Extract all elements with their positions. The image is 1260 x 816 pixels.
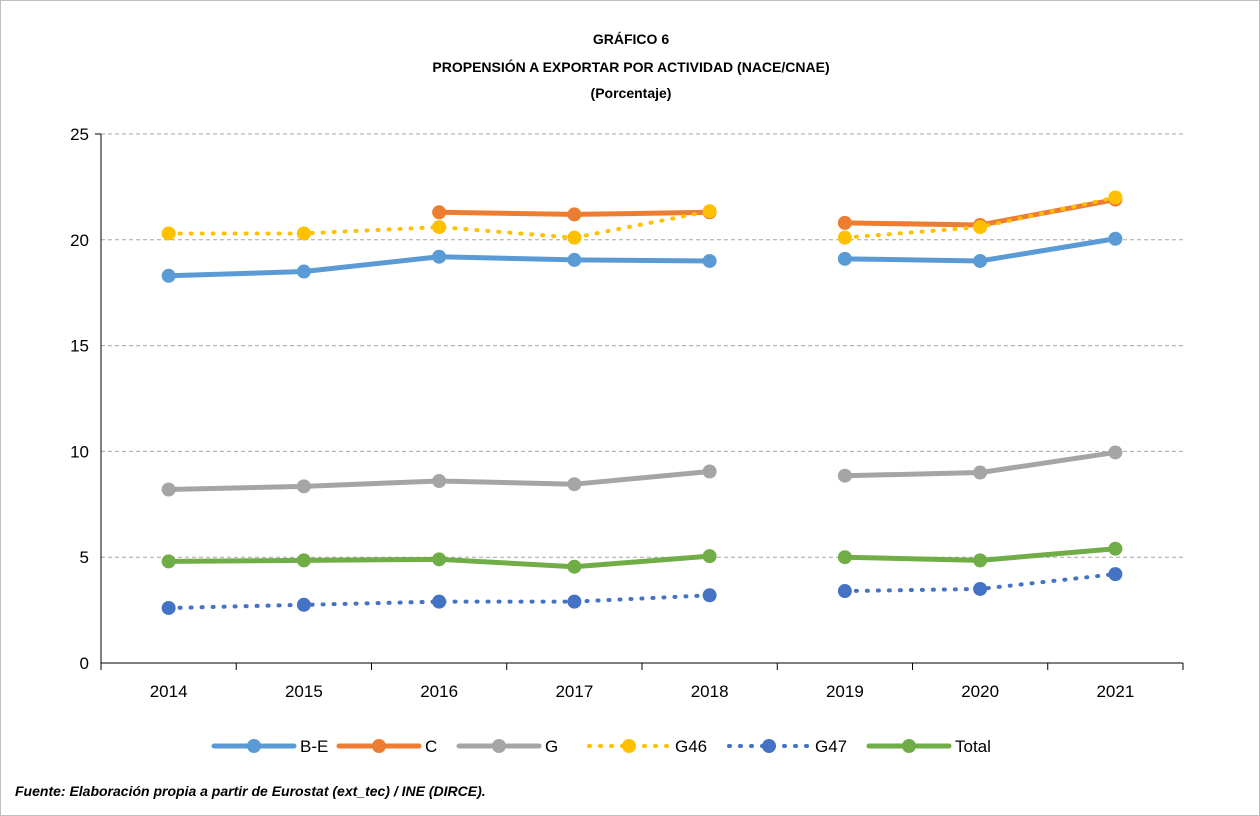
x-tick-label: 2016	[420, 682, 458, 701]
data-point-g46	[702, 204, 717, 219]
legend-label-g46: G46	[675, 737, 707, 756]
data-point-b-e	[1108, 231, 1123, 246]
data-point-b-e	[432, 249, 447, 264]
data-point-g47	[973, 581, 988, 596]
y-tick-label: 10	[70, 442, 89, 461]
data-point-g46	[973, 220, 988, 235]
data-point-b-e	[702, 253, 717, 268]
data-point-b-e	[837, 251, 852, 266]
data-point-c	[432, 205, 447, 220]
data-point-g	[567, 477, 582, 492]
data-point-g47	[1108, 567, 1123, 582]
x-tick-label: 2017	[555, 682, 593, 701]
data-point-g47	[161, 600, 176, 615]
data-point-g	[702, 464, 717, 479]
data-point-g	[432, 474, 447, 489]
data-point-c	[567, 207, 582, 222]
legend-label-b-e: B-E	[300, 737, 328, 756]
data-point-total	[161, 554, 176, 569]
data-point-g	[296, 479, 311, 494]
data-point-total	[702, 549, 717, 564]
data-point-b-e	[161, 268, 176, 283]
data-point-g	[837, 468, 852, 483]
x-tick-label: 2015	[285, 682, 323, 701]
chart-unit-label: (Porcentaje)	[590, 85, 672, 101]
data-point-total	[432, 552, 447, 567]
data-point-g46	[837, 230, 852, 245]
data-point-g	[973, 465, 988, 480]
data-point-total	[837, 550, 852, 565]
series-line-g46	[842, 195, 1118, 240]
series-line-g46	[166, 209, 712, 240]
legend-marker-total	[902, 739, 916, 753]
data-point-b-e	[973, 253, 988, 268]
data-point-g	[1108, 445, 1123, 460]
x-tick-label: 2021	[1096, 682, 1134, 701]
data-point-g47	[567, 594, 582, 609]
data-point-total	[296, 553, 311, 568]
data-point-g46	[161, 226, 176, 241]
data-point-c	[837, 215, 852, 230]
legend-marker-c	[372, 739, 386, 753]
data-point-total	[973, 553, 988, 568]
data-point-total	[1108, 541, 1123, 556]
data-point-g47	[432, 594, 447, 609]
legend-label-c: C	[425, 737, 437, 756]
legend-marker-b-e	[247, 739, 261, 753]
x-tick-label: 2020	[961, 682, 999, 701]
data-point-g47	[296, 597, 311, 612]
data-point-g47	[702, 588, 717, 603]
chart-title: GRÁFICO 6	[592, 31, 670, 47]
source-note: Fuente: Elaboración propia a partir de E…	[15, 783, 486, 799]
data-point-g46	[1108, 190, 1123, 205]
series-line-g47	[842, 572, 1118, 594]
y-tick-label: 20	[70, 231, 89, 250]
y-tick-label: 15	[70, 337, 89, 356]
series-line-g47	[166, 593, 712, 610]
data-point-b-e	[296, 264, 311, 279]
data-point-g47	[837, 584, 852, 599]
legend-label-g47: G47	[815, 737, 847, 756]
legend-marker-g47	[762, 739, 776, 753]
data-point-g46	[567, 230, 582, 245]
legend-label-g: G	[545, 737, 558, 756]
data-point-g46	[432, 220, 447, 235]
data-point-g	[161, 482, 176, 497]
chart-subtitle: PROPENSIÓN A EXPORTAR POR ACTIVIDAD (NAC…	[432, 59, 830, 75]
legend-label-total: Total	[955, 737, 991, 756]
data-point-total	[567, 559, 582, 574]
data-point-g46	[296, 226, 311, 241]
legend-marker-g46	[622, 739, 636, 753]
y-tick-label: 0	[80, 654, 89, 673]
x-tick-label: 2019	[826, 682, 864, 701]
x-tick-label: 2018	[691, 682, 729, 701]
y-tick-label: 5	[80, 548, 89, 567]
x-tick-label: 2014	[150, 682, 188, 701]
y-tick-label: 25	[70, 125, 89, 144]
legend-marker-g	[492, 739, 506, 753]
data-point-b-e	[567, 252, 582, 267]
